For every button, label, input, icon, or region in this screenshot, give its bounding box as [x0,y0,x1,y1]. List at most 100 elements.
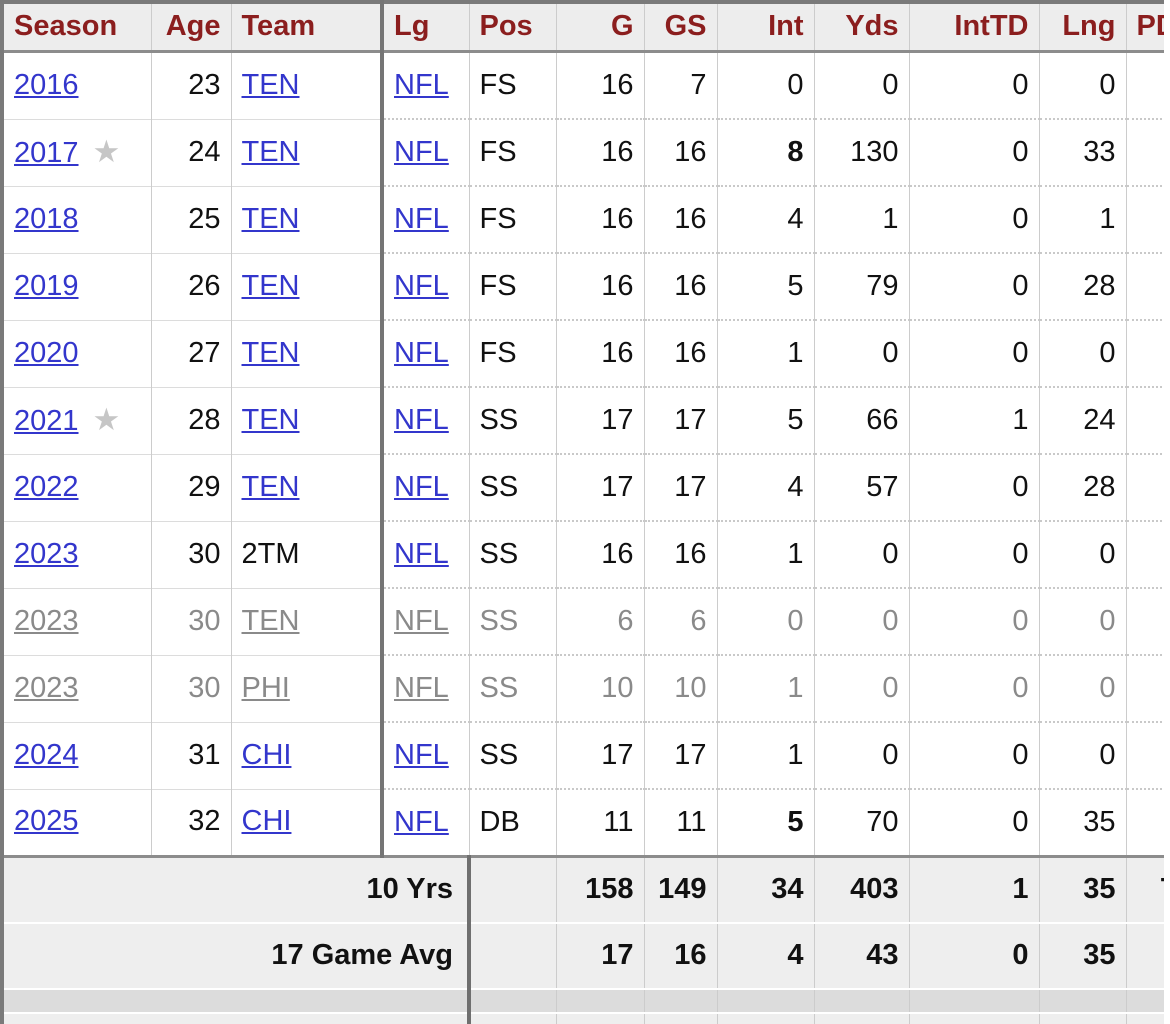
team-link[interactable]: TEN [241,604,300,637]
cell-season: 2023 [2,520,151,588]
cell-season: 2023 [2,654,151,722]
team-link[interactable]: TEN [241,135,300,168]
column-header-team[interactable]: Team [230,2,382,53]
cell-inttd: 0 [908,185,1039,253]
column-header-g[interactable]: G [555,2,644,53]
footer-cell-lng [1038,988,1126,1013]
league-link[interactable]: NFL [394,403,449,436]
cell-inttd: 0 [908,788,1039,857]
season-link[interactable]: 2019 [14,269,79,302]
column-header-age[interactable]: Age [150,2,231,53]
cell-lg: NFL [380,654,469,722]
footer-cell-pd [1125,988,1164,1013]
cell-team: TEN [230,51,382,119]
team-link[interactable]: CHI [241,805,292,838]
season-link[interactable]: 2016 [14,68,79,101]
season-link[interactable]: 2021 [14,405,79,438]
season-link[interactable]: 2023 [14,671,79,704]
cell-season: 2022 [2,453,151,521]
team-link[interactable]: PHI [241,671,290,704]
season-link[interactable]: 2023 [14,537,79,570]
league-link[interactable]: NFL [394,68,449,101]
cell-lg: NFL [380,118,469,186]
season-link[interactable]: 2018 [14,202,79,235]
team-link[interactable]: TEN [241,470,300,503]
cell-gs: 16 [643,118,717,186]
league-link[interactable]: NFL [394,604,449,637]
team-link[interactable]: TEN [241,202,300,235]
league-link[interactable]: NFL [394,202,449,235]
season-row: 2022 29 TEN NFL SS 17 17 4 57 0 28 [2,453,1164,521]
footer-label: 10 Yrs [2,855,471,923]
cell-pos: SS [468,386,556,454]
stat-value: 5 [787,269,804,302]
cell-lng: 28 [1038,453,1126,521]
cell-season: 2020 [2,319,151,387]
season-link[interactable]: 2025 [14,805,79,838]
season-row: 2023 30 PHI NFL SS 10 10 1 0 0 0 [2,654,1164,722]
cell-gs: 16 [643,319,717,387]
season-link[interactable]: 2017 [14,137,79,170]
column-header-yds[interactable]: Yds [813,2,909,53]
league-link[interactable]: NFL [394,269,449,302]
league-link[interactable]: NFL [394,336,449,369]
cell-pos: FS [468,51,556,119]
cell-lng: 0 [1038,721,1126,789]
footer-cell-pd [1125,922,1164,989]
cell-int: 5 [716,252,814,320]
column-header-lng[interactable]: Lng [1038,2,1126,53]
season-link[interactable]: 2022 [14,470,79,503]
footer-cell-inttd: 0 [908,922,1039,989]
header-row: SeasonAgeTeamLgPosGGSIntYdsIntTDLngPD [2,2,1164,53]
footer-row-per-17-average: 17 Game Avg 17 16 4 43 0 35 [2,922,1164,989]
cell-lg: NFL [380,319,469,387]
cell-gs: 11 [643,788,717,857]
league-link[interactable]: NFL [394,738,449,771]
cell-pd [1125,587,1164,655]
footer-cell-gs: 16 [643,922,717,989]
column-header-pos[interactable]: Pos [468,2,556,53]
cell-g: 10 [555,654,644,722]
cell-pos: FS [468,252,556,320]
season-row: 2016 23 TEN NFL FS 16 7 0 0 0 0 [2,51,1164,119]
league-link[interactable]: NFL [394,805,449,838]
team-link[interactable]: TEN [241,336,300,369]
cell-lg: NFL [380,520,469,588]
footer-cell-inttd: 1 [908,1012,1039,1024]
cell-team: CHI [230,788,382,857]
team-link[interactable]: TEN [241,403,300,436]
cell-season: 2016 [2,51,151,119]
team-link[interactable]: TEN [241,269,300,302]
cell-pd [1125,520,1164,588]
league-link[interactable]: NFL [394,470,449,503]
column-header-inttd[interactable]: IntTD [908,2,1039,53]
footer-cell-inttd: 1 [908,855,1039,923]
footer-cell-pd: 7 [1125,855,1164,923]
column-header-season[interactable]: Season [2,2,151,53]
season-link[interactable]: 2023 [14,604,79,637]
cell-pd [1125,654,1164,722]
column-header-int[interactable]: Int [716,2,814,53]
league-link[interactable]: NFL [394,537,449,570]
cell-pd [1125,788,1164,857]
column-header-gs[interactable]: GS [643,2,717,53]
footer-cell-int: 34 [716,855,814,923]
cell-gs: 6 [643,587,717,655]
team-link[interactable]: TEN [241,68,300,101]
cell-team: TEN [230,587,382,655]
team-link[interactable]: CHI [241,738,292,771]
season-link[interactable]: 2020 [14,336,79,369]
column-header-pd[interactable]: PD [1125,2,1164,53]
league-link[interactable]: NFL [394,135,449,168]
cell-g: 17 [555,453,644,521]
league-leader-value: 8 [787,135,804,168]
footer-cell-gs [643,988,717,1013]
footer-cell-g: 17 [555,922,644,989]
season-link[interactable]: 2024 [14,738,79,771]
cell-yds: 1 [813,185,909,253]
column-header-lg[interactable]: Lg [380,2,469,53]
league-link[interactable]: NFL [394,671,449,704]
stat-value: 0 [787,604,804,637]
cell-gs: 17 [643,721,717,789]
